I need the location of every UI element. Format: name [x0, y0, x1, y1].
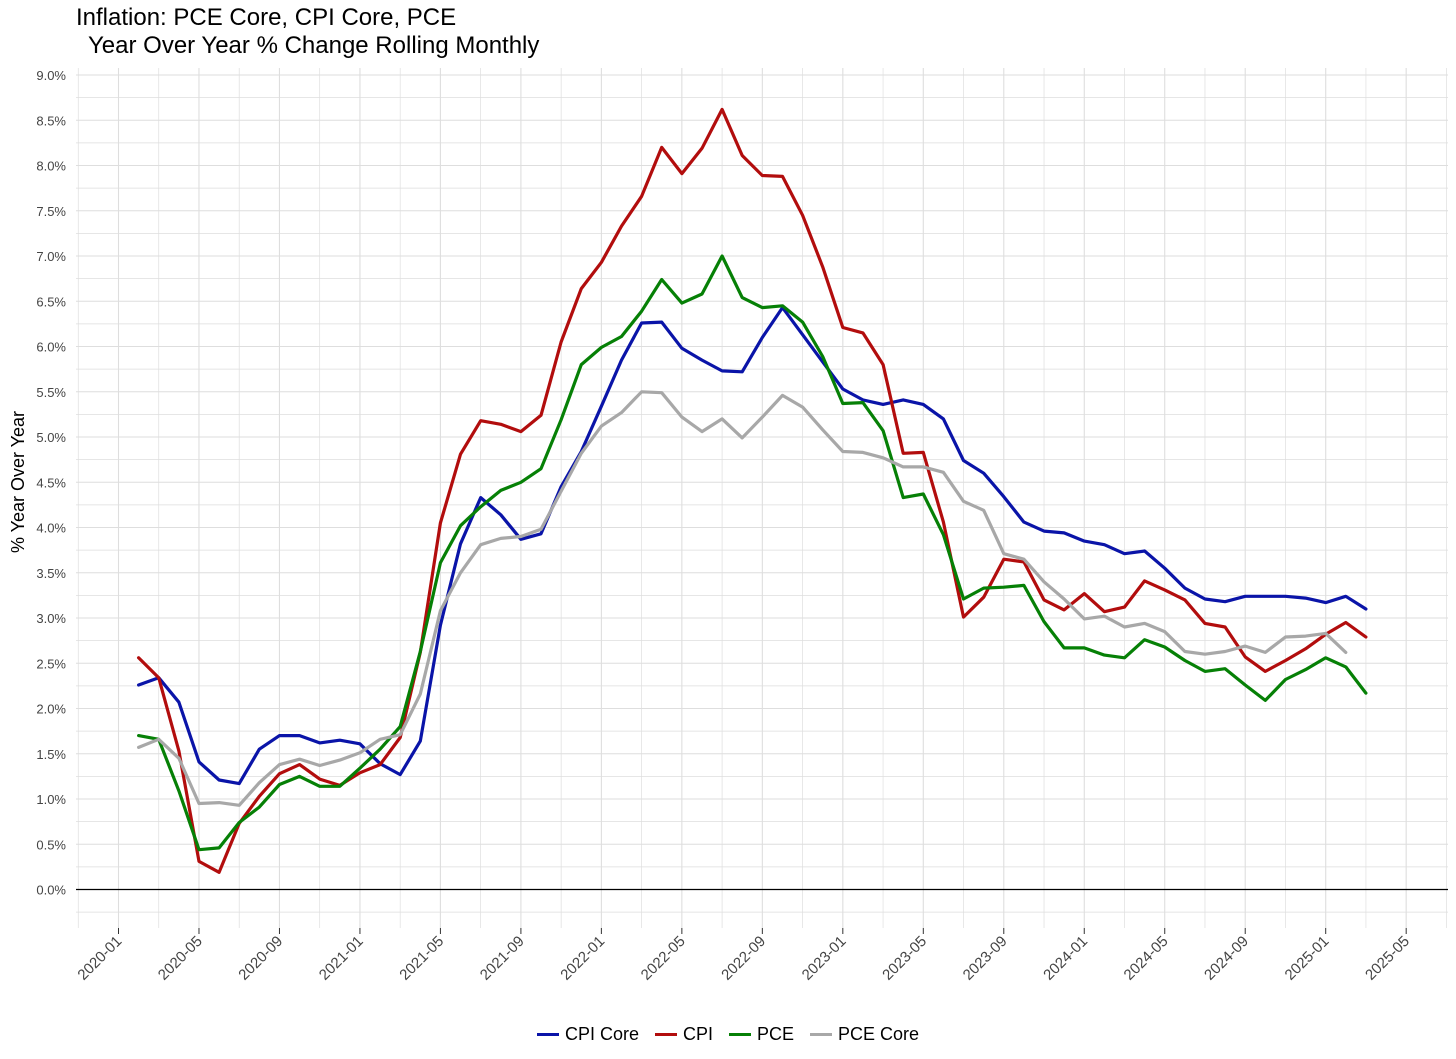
y-axis-title: % Year Over Year [8, 411, 28, 553]
y-tick-label: 1.0% [36, 792, 66, 807]
y-tick-label: 9.0% [36, 68, 66, 83]
x-tick-label: 2025-05 [1362, 933, 1413, 984]
legend-swatch [729, 1033, 751, 1036]
x-tick-label: 2021-01 [316, 933, 367, 984]
x-tick-label: 2025-01 [1282, 933, 1333, 984]
x-tick-label: 2020-09 [235, 933, 286, 984]
x-tick-label: 2023-05 [879, 933, 930, 984]
y-tick-label: 4.0% [36, 521, 66, 536]
legend-label: PCE [757, 1024, 795, 1044]
y-tick-label: 4.5% [36, 475, 66, 490]
legend-label: PCE Core [838, 1024, 920, 1044]
x-tick-label: 2021-09 [477, 933, 528, 984]
x-tick-label: 2024-09 [1201, 933, 1252, 984]
legend-item-pce-core: PCE Core [810, 1024, 919, 1045]
y-tick-label: 5.0% [36, 430, 66, 445]
x-tick-label: 2023-09 [960, 933, 1011, 984]
legend-label: CPI [682, 1024, 713, 1044]
grid [76, 68, 1448, 928]
legend-item-pce: PCE [729, 1024, 794, 1045]
y-tick-label: 2.0% [36, 702, 66, 717]
chart-legend: CPI Core CPI PCE PCE Core [0, 1024, 1456, 1045]
y-tick-label: 6.5% [36, 294, 66, 309]
y-tick-label: 3.5% [36, 566, 66, 581]
y-tick-label: 1.5% [36, 747, 66, 762]
y-tick-label: 0.5% [36, 837, 66, 852]
x-tick-label: 2024-01 [1040, 933, 1091, 984]
series-line-pce [137, 254, 1368, 852]
x-tick-label: 2022-09 [718, 933, 769, 984]
series-group [137, 107, 1368, 874]
legend-swatch [654, 1033, 677, 1036]
y-tick-label: 7.5% [36, 204, 66, 219]
x-tick-label: 2020-01 [74, 933, 125, 984]
chart-title: Inflation: PCE Core, CPI Core, PCE [76, 4, 457, 31]
legend-swatch [810, 1033, 833, 1036]
y-tick-label: 8.5% [36, 113, 66, 128]
series-line-cpi [137, 107, 1368, 874]
x-tick-label: 2023-01 [799, 933, 850, 984]
y-tick-label: 5.5% [36, 385, 66, 400]
legend-label: CPI Core [564, 1024, 639, 1044]
x-tick-label: 2022-01 [557, 933, 608, 984]
y-tick-label: 6.0% [36, 340, 66, 355]
chart-title-block: Inflation: PCE Core, CPI Core, PCE Year … [76, 4, 539, 60]
y-axis: 0.0% 0.5% 1.0% 1.5% 2.0% 2.5% 3.0% 3.5% 4.0% 4.5%… [8, 68, 66, 898]
x-tick-label: 2022-05 [638, 933, 689, 984]
legend-item-cpi: CPI [654, 1024, 713, 1045]
legend-swatch [536, 1033, 559, 1036]
y-tick-label: 2.5% [36, 656, 66, 671]
y-tick-label: 7.0% [36, 249, 66, 264]
x-tick-label: 2021-05 [396, 933, 447, 984]
y-tick-label: 3.0% [36, 611, 66, 626]
x-axis: 2020-01 2020-05 2020-09 2021-01 2021-05 2021-… [74, 928, 1413, 984]
y-tick-label: 8.0% [36, 159, 66, 174]
legend-item-cpi-core: CPI Core [536, 1024, 639, 1045]
chart-subtitle: Year Over Year % Change Rolling Monthly [88, 32, 540, 59]
x-tick-label: 2020-05 [155, 933, 206, 984]
y-tick-label: 0.0% [36, 883, 66, 898]
series-line-cpi-core [137, 306, 1368, 786]
series-line-pce-core [137, 390, 1348, 807]
x-tick-label: 2024-05 [1121, 933, 1172, 984]
